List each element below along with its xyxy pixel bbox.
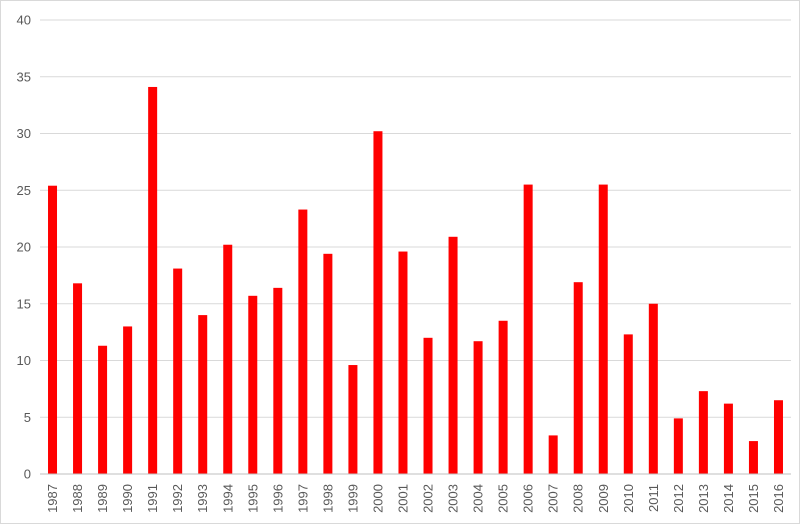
bar-2004	[473, 341, 483, 474]
y-tick-label: 25	[17, 183, 31, 198]
x-tick-label: 2011	[646, 484, 661, 512]
bar-1999	[348, 365, 358, 474]
x-tick-label: 2004	[471, 484, 486, 513]
x-tick-label: 2001	[395, 484, 410, 513]
x-tick-label: 2014	[721, 484, 736, 513]
x-tick-label: 1998	[320, 484, 335, 513]
bar-2007	[548, 435, 558, 474]
bar-2011	[648, 303, 658, 474]
bar-1994	[223, 244, 233, 474]
y-tick-label: 40	[17, 13, 31, 28]
x-tick-label: 2006	[521, 484, 536, 513]
x-tick-label: 2012	[671, 484, 686, 513]
bar-2008	[573, 282, 583, 474]
bar-1987	[48, 185, 58, 474]
x-tick-label: 2016	[771, 484, 786, 513]
bar-2016	[773, 400, 783, 474]
x-tick-label: 1996	[270, 484, 285, 513]
x-tick-label: 1988	[70, 484, 85, 513]
x-tick-label: 1993	[195, 484, 210, 513]
bar-2002	[423, 337, 433, 474]
bar-1990	[123, 326, 133, 474]
x-tick-label: 2008	[571, 484, 586, 513]
x-tick-label: 1992	[170, 484, 185, 513]
x-tick-label: 2005	[496, 484, 511, 513]
bar-1991	[148, 86, 158, 475]
y-tick-label: 20	[17, 240, 31, 255]
bar-2003	[448, 236, 458, 474]
y-tick-label: 5	[24, 410, 31, 425]
gridlines	[40, 19, 791, 418]
y-tick-label: 0	[24, 467, 31, 482]
bar-1996	[273, 287, 283, 474]
x-tick-label: 2002	[421, 484, 436, 513]
bar-1992	[173, 268, 183, 474]
y-axis-tick-labels: 0 5 10 15 20 25 30 35 40	[17, 13, 31, 482]
bar-2012	[673, 418, 683, 474]
y-tick-label: 15	[17, 296, 31, 311]
x-tick-label: 1995	[245, 484, 260, 513]
x-tick-label: 1987	[45, 484, 60, 513]
bar-2006	[523, 184, 533, 474]
x-tick-label: 2015	[746, 484, 761, 513]
x-axis-tick-labels: 1987 1988 1989 1990 1991 1992 1993 1994 1995 1996…	[45, 484, 786, 513]
bar-2009	[598, 184, 608, 474]
x-tick-label: 1999	[345, 484, 360, 513]
bar-2013	[698, 391, 708, 474]
bar-1995	[248, 295, 258, 474]
y-tick-label: 30	[17, 126, 31, 141]
y-tick-label: 10	[17, 353, 31, 368]
x-tick-label: 2007	[546, 484, 561, 513]
y-tick-label: 35	[17, 69, 31, 84]
bar-1989	[98, 345, 108, 474]
x-tick-label: 2010	[621, 484, 636, 513]
bar-1988	[73, 283, 83, 474]
bar-2014	[723, 403, 733, 474]
bar-2001	[398, 251, 408, 474]
x-tick-label: 2000	[370, 484, 385, 513]
x-tick-label: 2009	[596, 484, 611, 513]
bars	[48, 86, 783, 475]
x-tick-label: 1994	[220, 484, 235, 513]
x-tick-label: 2013	[696, 484, 711, 513]
x-tick-label: 1997	[295, 484, 310, 513]
x-tick-label: 1990	[120, 484, 135, 513]
bar-2010	[623, 334, 633, 474]
x-tick-label: 1989	[95, 484, 110, 513]
x-tick-label: 2003	[446, 484, 461, 513]
bar-2015	[748, 441, 758, 474]
x-tick-label: 1991	[145, 484, 160, 513]
bar-1993	[198, 315, 208, 474]
bar-1998	[323, 253, 333, 474]
bar-2000	[373, 131, 383, 475]
bar-2005	[498, 320, 508, 474]
bar-1997	[298, 209, 308, 475]
